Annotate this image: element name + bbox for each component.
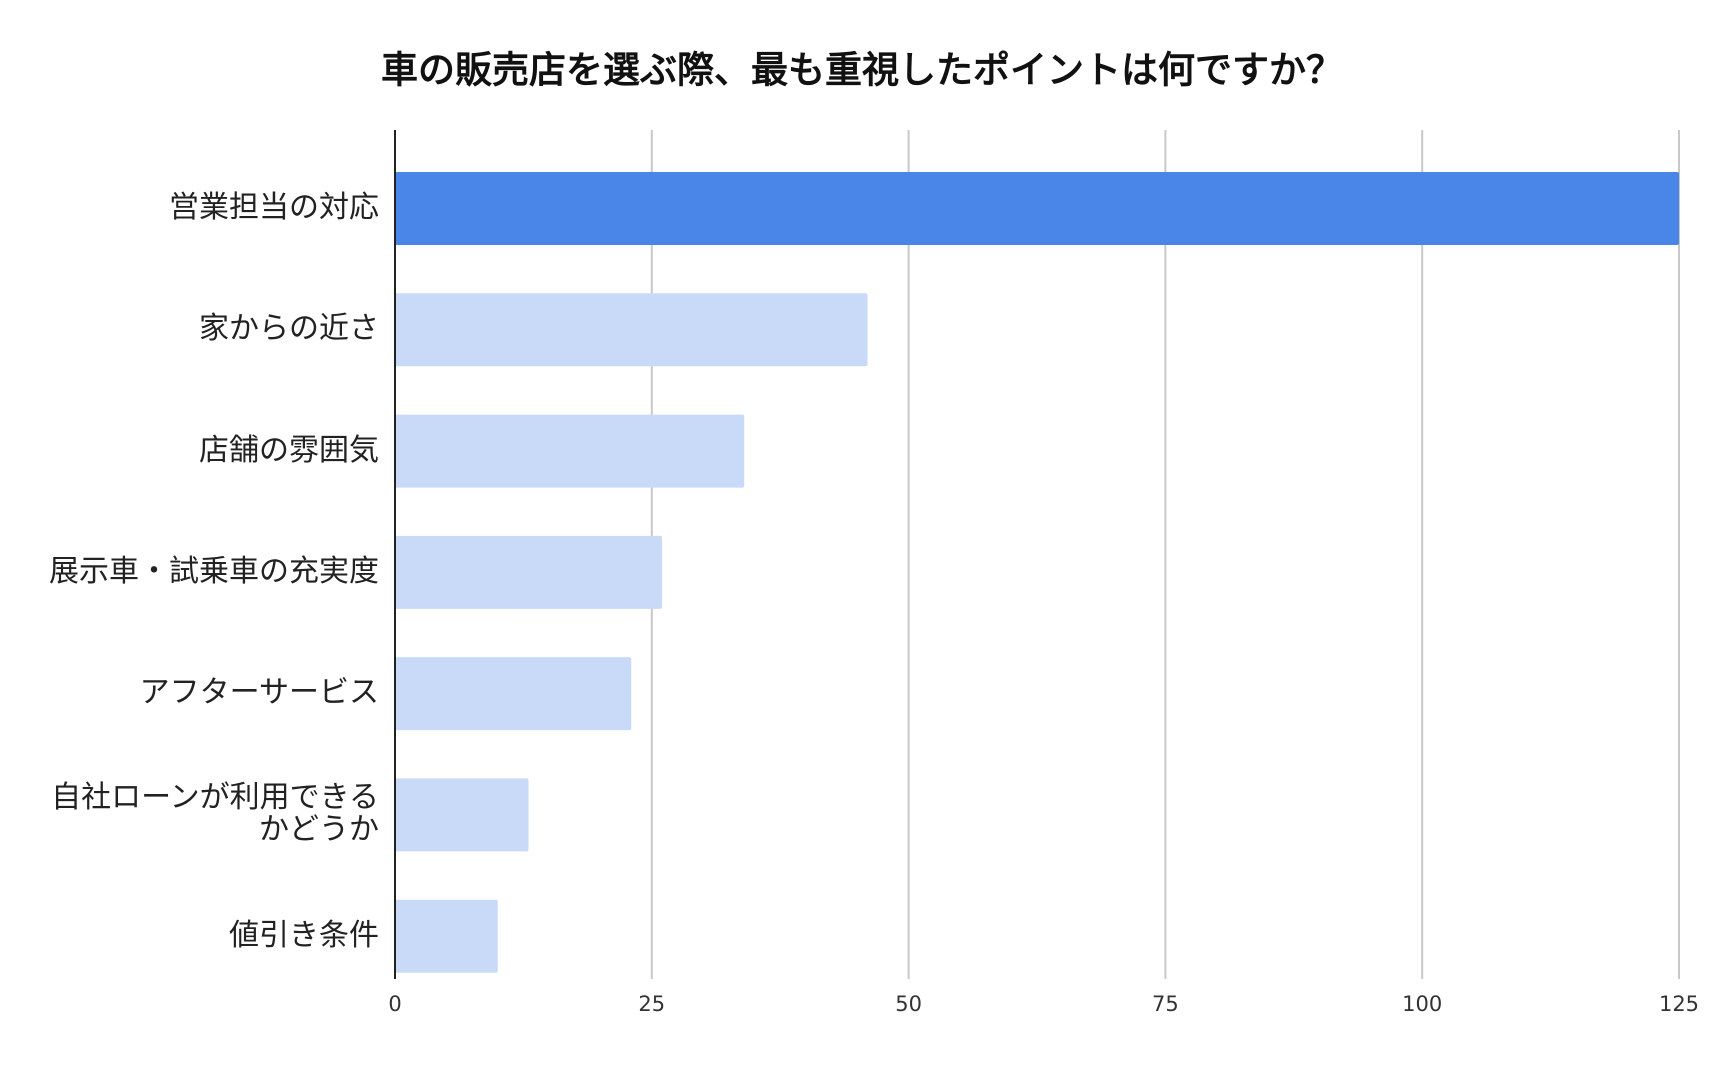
x-tick-label: 25 — [638, 992, 665, 1016]
y-tick-label: 家からの近さ — [199, 311, 379, 347]
x-tick-label: 50 — [895, 992, 922, 1016]
x-tick-label: 75 — [1152, 992, 1179, 1016]
bar — [395, 172, 1679, 245]
bar — [395, 899, 498, 973]
bar — [395, 535, 663, 609]
y-tick-label: 値引き条件 — [229, 917, 379, 953]
y-tick-label: 営業担当の対応 — [169, 190, 379, 225]
y-tick-label: アフターサービス — [139, 675, 379, 711]
bar — [395, 778, 529, 852]
x-tick-label: 100 — [1402, 992, 1442, 1016]
chart-title: 車の販売店を選ぶ際、最も重視したポイントは何ですか？ — [381, 49, 1343, 92]
y-tick-label: 展示車・試乗車の充実度 — [49, 553, 379, 589]
y-tick-label: 自社ローンが利用できるかどうか — [51, 780, 379, 848]
bar — [395, 657, 632, 731]
x-tick-label: 0 — [388, 992, 401, 1016]
y-tick-label: 店舗の雰囲気 — [199, 432, 379, 468]
bar — [395, 293, 868, 367]
x-tick-label: 125 — [1659, 992, 1699, 1016]
bar — [395, 414, 745, 488]
